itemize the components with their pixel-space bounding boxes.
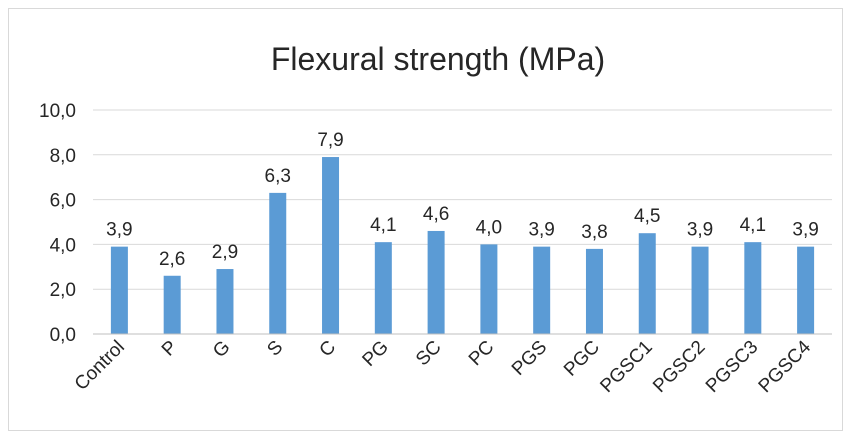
- chart-title: Flexural strength (MPa): [271, 41, 605, 77]
- data-label: 4,1: [740, 215, 766, 236]
- x-tick-label: G: [209, 337, 234, 362]
- bar: [427, 230, 445, 334]
- data-label: 3,9: [687, 220, 713, 241]
- x-tick-label: S: [263, 337, 287, 361]
- bar: [322, 157, 340, 334]
- y-axis-tick-labels: 0,0 2,0 4,0 6,0 8,0 10,0: [39, 101, 76, 346]
- bar: [638, 233, 656, 334]
- data-label: 2,9: [212, 242, 238, 263]
- bar: [269, 192, 287, 334]
- bar: [744, 242, 762, 334]
- bar: [797, 246, 815, 334]
- x-tick-label: PGS: [508, 337, 551, 380]
- data-label: 3,9: [106, 220, 132, 241]
- y-tick-label: 4,0: [50, 235, 76, 256]
- y-tick-label: 10,0: [39, 101, 76, 122]
- chart-frame: [8, 8, 843, 431]
- x-tick-label: SC: [412, 337, 446, 371]
- x-tick-label: PGSC1: [596, 337, 656, 397]
- y-tick-label: 8,0: [50, 146, 76, 167]
- gridlines: [93, 109, 832, 290]
- data-label: 3,9: [792, 220, 818, 241]
- x-tick-label: C: [316, 337, 341, 362]
- x-tick-label: PGSC2: [649, 337, 709, 397]
- data-label: 4,5: [634, 206, 660, 227]
- bar: [585, 248, 603, 334]
- x-tick-label: PG: [359, 337, 393, 371]
- bar: [480, 244, 498, 334]
- data-label: 7,9: [317, 130, 343, 151]
- y-tick-label: 6,0: [50, 191, 76, 212]
- data-label: 3,8: [581, 222, 607, 243]
- x-tick-label: P: [158, 337, 182, 361]
- y-tick-label: 2,0: [50, 280, 76, 301]
- data-label: 3,9: [528, 220, 554, 241]
- bar: [533, 246, 551, 334]
- x-tick-label: PC: [465, 337, 499, 371]
- y-tick-label: 0,0: [50, 325, 76, 346]
- x-tick-label: PGSC4: [755, 336, 816, 397]
- x-tick-label: PGC: [560, 337, 604, 381]
- data-labels: 3,9 2,6 2,9 6,3 7,9 4,1 4,6 4,0 3,9 3,8 4,5 3,9 4,1 3…: [106, 130, 819, 270]
- bar: [216, 269, 234, 334]
- bar: [163, 275, 181, 334]
- data-label: 4,1: [370, 215, 396, 236]
- data-label: 4,6: [423, 204, 449, 225]
- x-tick-label: PGSC3: [702, 337, 762, 397]
- x-axis-tick-labels: Control P G S C PG SC PC PGS PGCPGSC1PGSC2PGSC3PG…: [71, 336, 816, 397]
- data-label: 4,0: [476, 217, 502, 238]
- x-tick-label: Control: [71, 337, 129, 395]
- data-label: 2,6: [159, 249, 185, 270]
- bars: [110, 157, 815, 334]
- bar: [691, 246, 709, 334]
- bar: [374, 242, 392, 334]
- data-label: 6,3: [265, 166, 291, 187]
- bar: [110, 246, 128, 334]
